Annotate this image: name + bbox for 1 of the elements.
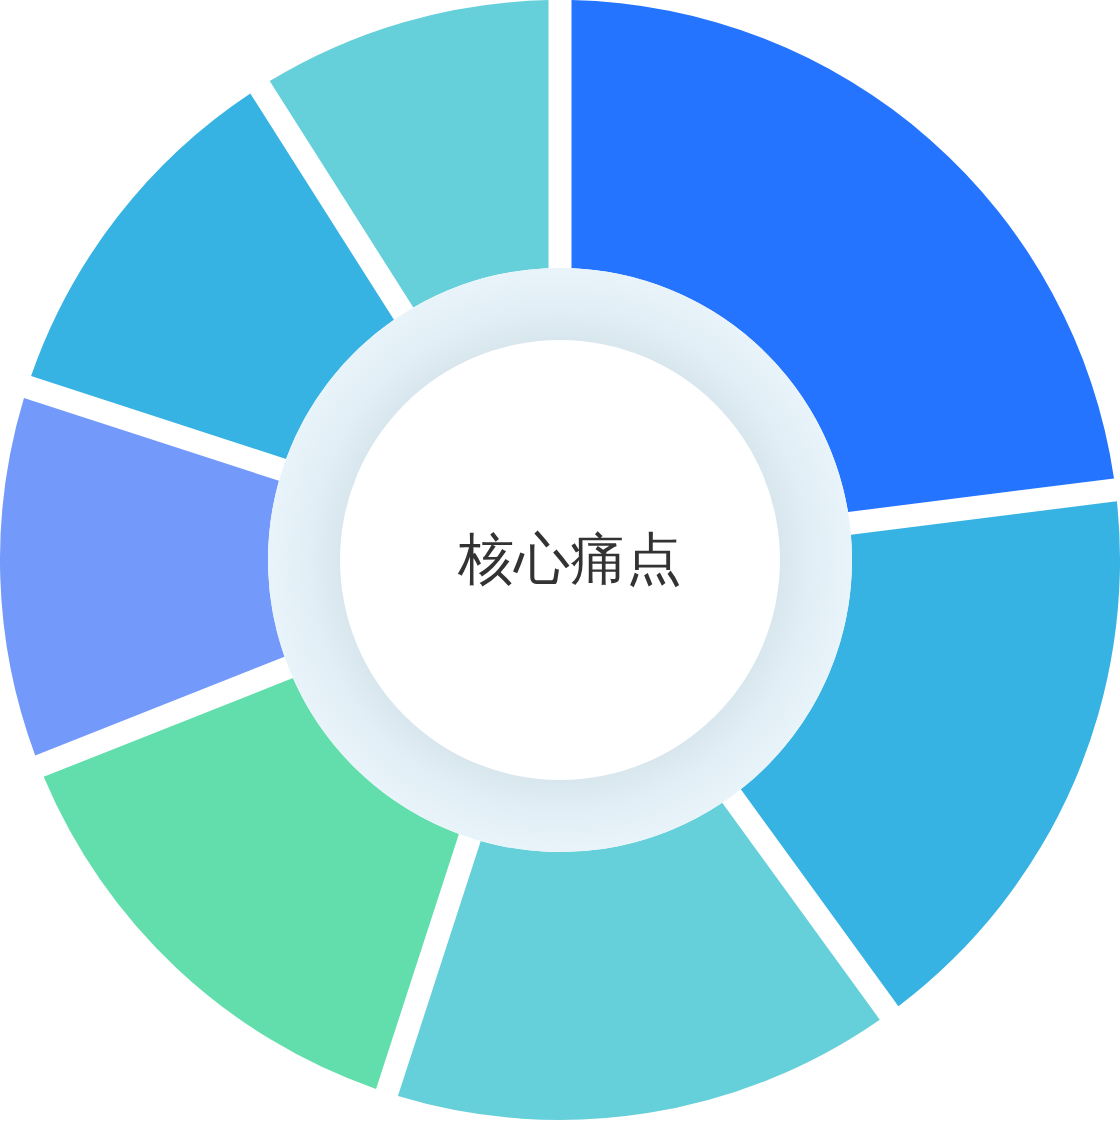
text: 核心痛点: [457, 525, 682, 591]
